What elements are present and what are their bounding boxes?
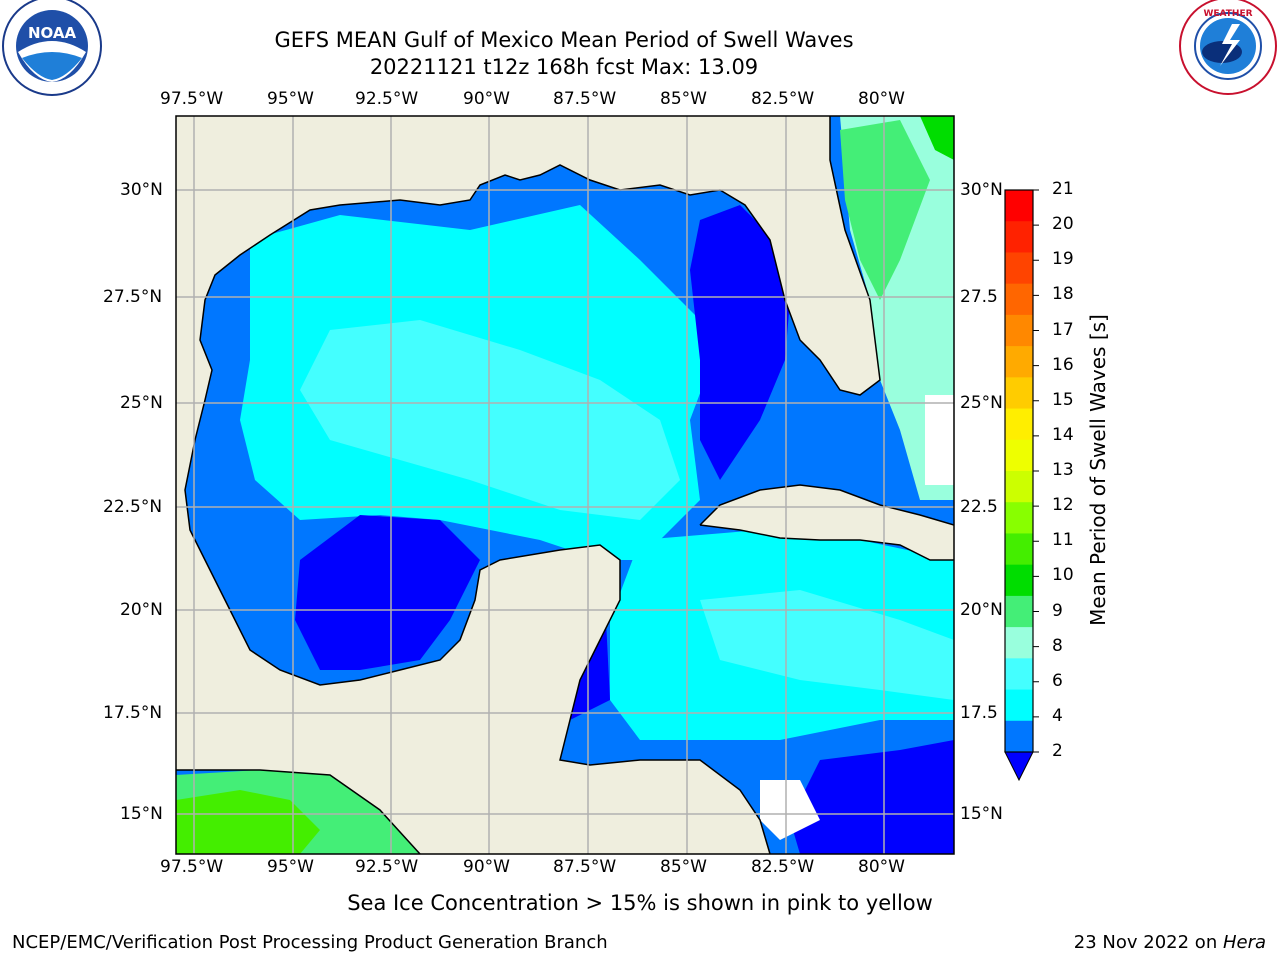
- colorbar: [1004, 189, 1039, 782]
- lon-label: 90°W: [463, 857, 510, 877]
- lon-label: 90°W: [463, 89, 510, 109]
- lon-label: 95°W: [267, 857, 314, 877]
- lon-label: 97.5°W: [160, 89, 224, 109]
- field-deep-blue-se: [790, 740, 954, 854]
- lon-label: 80°W: [858, 89, 905, 109]
- chart-subtitle: 20221121 t12z 168h fcst Max: 13.09: [369, 55, 759, 79]
- colorbar-tick-label: 18: [1052, 284, 1074, 305]
- lat-label: 17.5°N: [103, 703, 163, 723]
- lat-label: 25°N: [960, 393, 1003, 413]
- colorbar-segment: [1005, 471, 1033, 503]
- lon-label: 87.5°W: [553, 89, 617, 109]
- lon-label: 85°W: [660, 89, 707, 109]
- lon-label: 95°W: [267, 89, 314, 109]
- colorbar-segment: [1005, 439, 1033, 472]
- colorbar-segment: [1005, 595, 1033, 628]
- lon-label: 85°W: [660, 857, 707, 877]
- colorbar-tick-label: 6: [1052, 670, 1063, 691]
- colorbar-extend-arrow: [1004, 751, 1034, 782]
- field-deep-blue-east: [690, 205, 790, 480]
- colorbar-segment: [1005, 408, 1033, 441]
- lat-label: 22.5°N: [103, 497, 163, 517]
- field-caribbean-light: [700, 590, 954, 700]
- colorbar-segment: [1005, 190, 1033, 222]
- colorbar-tick-label: 20: [1052, 214, 1074, 235]
- lat-label: 15°N: [960, 804, 1003, 824]
- field-atlantic-green: [840, 120, 930, 300]
- land-cuba: [700, 485, 954, 560]
- colorbar-tick-label: 14: [1052, 424, 1074, 445]
- lat-label: 22.5: [960, 497, 998, 517]
- lat-label: 15°N: [120, 804, 163, 824]
- lat-label: 30°N: [960, 180, 1003, 200]
- land-north-america: [176, 116, 954, 854]
- field-caribbean-cyan: [610, 530, 954, 740]
- colorbar-segment: [1005, 627, 1033, 659]
- lon-label: 82.5°W: [751, 857, 815, 877]
- footer-left: NCEP/EMC/Verification Post Processing Pr…: [12, 932, 608, 953]
- field-atlantic-light: [840, 116, 954, 500]
- map-area: [175, 115, 955, 855]
- colorbar-frame: [1004, 189, 1034, 753]
- lat-label: 17.5: [960, 703, 998, 723]
- lon-label: 82.5°W: [751, 89, 815, 109]
- colorbar-tick-label: 12: [1052, 495, 1074, 516]
- colorbar-tick-label: 4: [1052, 705, 1063, 726]
- lat-label: 27.5°N: [103, 287, 163, 307]
- colorbar-tick-label: 16: [1052, 354, 1074, 375]
- colorbar-tick-label: 19: [1052, 249, 1074, 270]
- footer-host: Hera: [1222, 932, 1266, 953]
- colorbar-tick-label: 10: [1052, 565, 1074, 586]
- field-cyan: [240, 205, 720, 560]
- lat-label: 25°N: [120, 393, 163, 413]
- colorbar-segment: [1005, 221, 1033, 253]
- colorbar-segment: [1005, 533, 1033, 566]
- field-light-cyan: [300, 320, 680, 520]
- colorbar-tick-label: 8: [1052, 635, 1063, 656]
- colorbar-tick-label: 11: [1052, 530, 1074, 551]
- colorbar-segment: [1005, 689, 1033, 722]
- colorbar-segment: [1005, 658, 1033, 691]
- colorbar-tick-label: 9: [1052, 600, 1063, 621]
- colorbar-tick-label: 17: [1052, 319, 1074, 340]
- lon-label: 80°W: [858, 857, 905, 877]
- footer-date: 23 Nov 2022 on: [1073, 932, 1223, 953]
- lat-label: 27.5: [960, 287, 998, 307]
- lat-label: 20°N: [120, 600, 163, 620]
- colorbar-segment: [1005, 720, 1033, 753]
- colorbar-segment: [1005, 502, 1033, 534]
- colorbar-tick-label: 21: [1052, 179, 1074, 199]
- lat-label: 20°N: [960, 600, 1003, 620]
- colorbar-segment: [1005, 377, 1033, 410]
- colorbar-segment: [1005, 314, 1033, 347]
- field-pacific-green: [176, 770, 420, 854]
- chart-title: GEFS MEAN Gulf of Mexico Mean Period of …: [274, 28, 854, 52]
- colorbar-segment: [1005, 346, 1033, 378]
- map-frame: [175, 115, 955, 855]
- field-deep-blue-bay: [295, 515, 480, 670]
- colorbar-tick-label: 2: [1052, 741, 1063, 761]
- colorbar-tick-label: 15: [1052, 389, 1074, 410]
- lon-label: 97.5°W: [160, 857, 224, 877]
- colorbar-label: Mean Period of Swell Waves [s]: [1086, 314, 1110, 626]
- colorbar-tick-label: 13: [1052, 460, 1074, 480]
- colorbar-segment: [1005, 252, 1033, 285]
- lon-label: 92.5°W: [355, 857, 419, 877]
- sea-ice-note: Sea Ice Concentration > 15% is shown in …: [347, 891, 933, 915]
- colorbar-segment: [1005, 564, 1033, 597]
- colorbar-segment: [1005, 283, 1033, 316]
- coastline: [184, 116, 881, 854]
- footer-right: 23 Nov 2022 on Hera: [1074, 932, 1266, 953]
- svg-text:WEATHER: WEATHER: [1203, 9, 1252, 19]
- lon-label: 87.5°W: [553, 857, 617, 877]
- lon-label: 92.5°W: [355, 89, 419, 109]
- lat-label: 30°N: [120, 180, 163, 200]
- nws-logo-icon: WEATHER: [1179, 0, 1277, 95]
- map-grid: [176, 116, 954, 854]
